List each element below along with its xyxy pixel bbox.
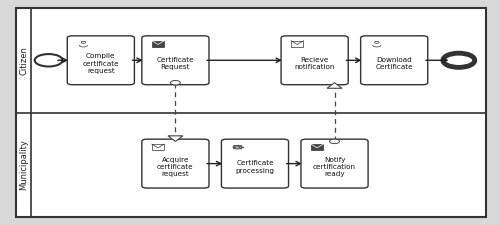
FancyBboxPatch shape — [16, 8, 486, 217]
FancyBboxPatch shape — [311, 144, 324, 150]
Polygon shape — [327, 83, 342, 88]
Text: Certificate
processing: Certificate processing — [236, 160, 275, 173]
Circle shape — [330, 139, 340, 144]
Text: Municipality: Municipality — [20, 139, 28, 190]
Text: Notify
certification
ready: Notify certification ready — [313, 157, 356, 177]
Circle shape — [443, 53, 474, 68]
Text: Compile
certificate
request: Compile certificate request — [82, 53, 119, 74]
Text: Certificate
Request: Certificate Request — [156, 57, 194, 70]
FancyBboxPatch shape — [68, 36, 134, 85]
Polygon shape — [168, 136, 183, 141]
Text: Acquire
certificate
request: Acquire certificate request — [157, 157, 194, 177]
Circle shape — [81, 41, 86, 43]
Text: Recieve
notification: Recieve notification — [294, 57, 335, 70]
FancyBboxPatch shape — [152, 41, 164, 47]
FancyBboxPatch shape — [301, 139, 368, 188]
FancyBboxPatch shape — [142, 139, 209, 188]
Text: Citizen: Citizen — [20, 46, 28, 75]
FancyBboxPatch shape — [142, 36, 209, 85]
FancyBboxPatch shape — [152, 144, 164, 150]
Text: Download
Certificate: Download Certificate — [376, 57, 413, 70]
Circle shape — [170, 81, 180, 85]
Circle shape — [374, 41, 379, 43]
FancyBboxPatch shape — [291, 41, 304, 47]
Circle shape — [34, 54, 62, 67]
FancyBboxPatch shape — [222, 139, 288, 188]
FancyBboxPatch shape — [281, 36, 348, 85]
FancyBboxPatch shape — [360, 36, 428, 85]
